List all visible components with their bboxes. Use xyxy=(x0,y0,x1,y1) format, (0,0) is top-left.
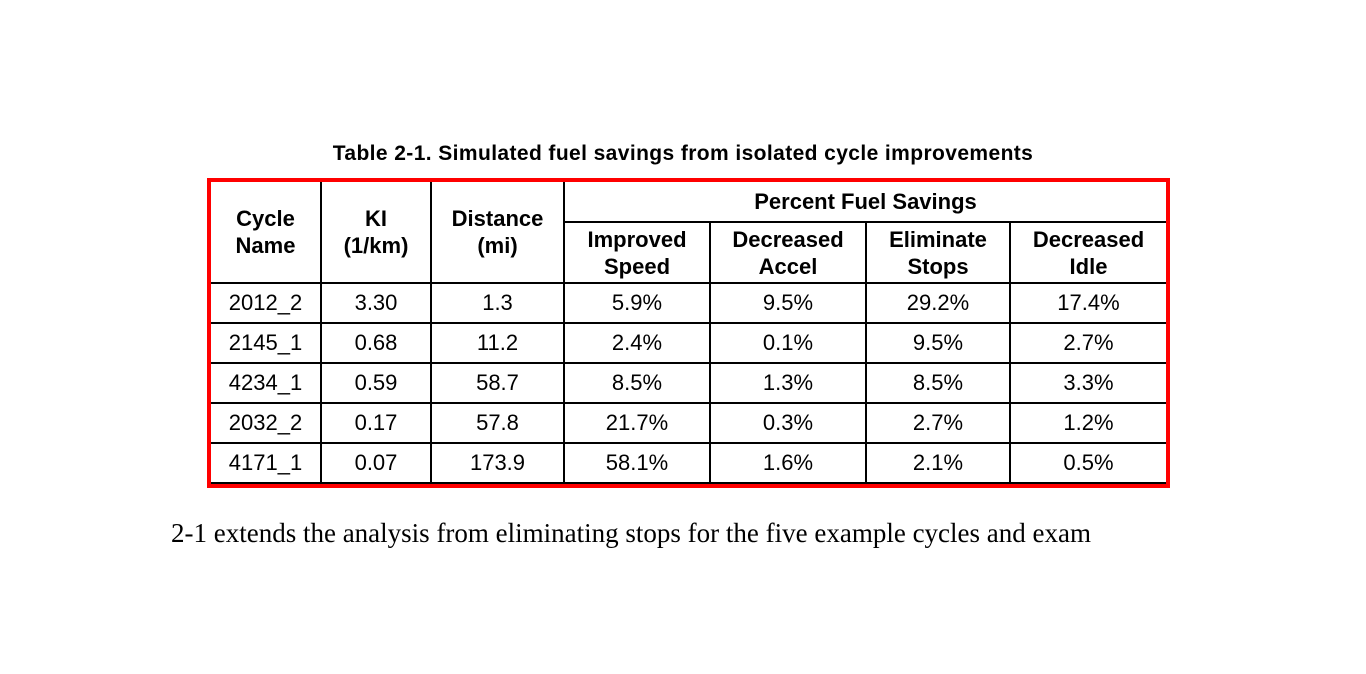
table-cell-distance: 57.8 xyxy=(430,402,565,444)
table-cell-improved-speed: 2.4% xyxy=(563,322,711,364)
col-header-improved-speed: Improved Speed xyxy=(564,221,711,284)
fuel-savings-table-frame: Cycle Name KI (1/km) Distance (mi) Perce… xyxy=(207,178,1170,488)
header-line: Eliminate xyxy=(889,226,987,252)
table-cell-ki: 3.30 xyxy=(320,282,432,324)
header-row-sub: Improved Speed Decreased Accel Eliminate… xyxy=(211,221,1166,284)
table-cell-eliminate-stops: 9.5% xyxy=(865,322,1011,364)
col-header-eliminate-stops: Eliminate Stops xyxy=(865,221,1011,284)
header-line: Idle xyxy=(1069,253,1108,279)
header-line: Stops xyxy=(907,253,969,279)
table-row: 4234_1 0.59 58.7 8.5% 1.3% 8.5% 3.3% xyxy=(211,362,1166,404)
table-body: 2012_2 3.30 1.3 5.9% 9.5% 29.2% 17.4% 2145_1 0.6… xyxy=(211,282,1166,484)
table-cell-decreased-idle: 1.2% xyxy=(1009,402,1166,444)
table-cell-decreased-accel: 9.5% xyxy=(709,282,867,324)
col-header-decreased-accel: Decreased Accel xyxy=(709,221,867,284)
table-cell-decreased-idle: 17.4% xyxy=(1009,282,1166,324)
table-cell-improved-speed: 8.5% xyxy=(563,362,711,404)
header-line: Distance xyxy=(451,206,544,231)
table-cell-eliminate-stops: 2.7% xyxy=(865,402,1011,444)
header-line: KI xyxy=(365,206,387,231)
table-cell-decreased-accel: 1.6% xyxy=(709,442,867,484)
header-line: Decreased xyxy=(732,226,844,252)
table-cell-ki: 0.07 xyxy=(320,442,432,484)
header-line: Speed xyxy=(603,253,671,279)
table-cell-cycle-name: 2145_1 xyxy=(211,322,322,364)
col-header-decreased-idle: Decreased Idle xyxy=(1009,221,1166,284)
col-header-cycle-name: Cycle Name xyxy=(211,182,322,284)
header-line: Improved xyxy=(587,226,687,252)
table-cell-cycle-name: 4171_1 xyxy=(211,442,322,484)
header-line: (1/km) xyxy=(343,233,409,258)
header-line: Name xyxy=(235,233,296,258)
table-cell-improved-speed: 58.1% xyxy=(563,442,711,484)
table-row: 2032_2 0.17 57.8 21.7% 0.3% 2.7% 1.2% xyxy=(211,402,1166,444)
table-cell-cycle-name: 2012_2 xyxy=(211,282,322,324)
col-header-ki: KI (1/km) xyxy=(320,182,432,284)
table-cell-improved-speed: 5.9% xyxy=(563,282,711,324)
header-line: Decreased xyxy=(1032,226,1145,252)
table-cell-decreased-idle: 3.3% xyxy=(1009,362,1166,404)
table-cell-eliminate-stops: 8.5% xyxy=(865,362,1011,404)
table-cell-distance: 173.9 xyxy=(430,442,565,484)
table-title: Table 2-1. Simulated fuel savings from i… xyxy=(332,142,1034,165)
table-cell-decreased-accel: 0.3% xyxy=(709,402,867,444)
table-header: Cycle Name KI (1/km) Distance (mi) Perce… xyxy=(211,182,1166,284)
table-cell-distance: 1.3 xyxy=(430,282,565,324)
table-row: 2145_1 0.68 11.2 2.4% 0.1% 9.5% 2.7% xyxy=(211,322,1166,364)
table-row: 2012_2 3.30 1.3 5.9% 9.5% 29.2% 17.4% xyxy=(211,282,1166,324)
table-cell-ki: 0.68 xyxy=(320,322,432,364)
fuel-savings-table: Cycle Name KI (1/km) Distance (mi) Perce… xyxy=(211,182,1166,484)
header-line: Cycle xyxy=(236,206,295,231)
col-header-distance: Distance (mi) xyxy=(430,182,565,284)
table-cell-decreased-idle: 2.7% xyxy=(1009,322,1166,364)
table-cell-ki: 0.17 xyxy=(320,402,432,444)
table-cell-cycle-name: 4234_1 xyxy=(211,362,322,404)
header-line: Accel xyxy=(758,253,818,279)
table-cell-improved-speed: 21.7% xyxy=(563,402,711,444)
group-header-percent-fuel-savings: Percent Fuel Savings xyxy=(563,182,1166,223)
table-cell-decreased-idle: 0.5% xyxy=(1009,442,1166,484)
body-text-line: 2-1 extends the analysis from eliminatin… xyxy=(171,518,1091,548)
table-cell-eliminate-stops: 29.2% xyxy=(865,282,1011,324)
header-row-group: Cycle Name KI (1/km) Distance (mi) Perce… xyxy=(211,182,1166,284)
table-cell-cycle-name: 2032_2 xyxy=(211,402,322,444)
table-cell-decreased-accel: 1.3% xyxy=(709,362,867,404)
table-cell-decreased-accel: 0.1% xyxy=(709,322,867,364)
header-line: (mi) xyxy=(477,233,518,258)
table-cell-eliminate-stops: 2.1% xyxy=(865,442,1011,484)
table-cell-distance: 11.2 xyxy=(430,322,565,364)
table-cell-distance: 58.7 xyxy=(430,362,565,404)
table-cell-ki: 0.59 xyxy=(320,362,432,404)
table-row: 4171_1 0.07 173.9 58.1% 1.6% 2.1% 0.5% xyxy=(211,442,1166,484)
